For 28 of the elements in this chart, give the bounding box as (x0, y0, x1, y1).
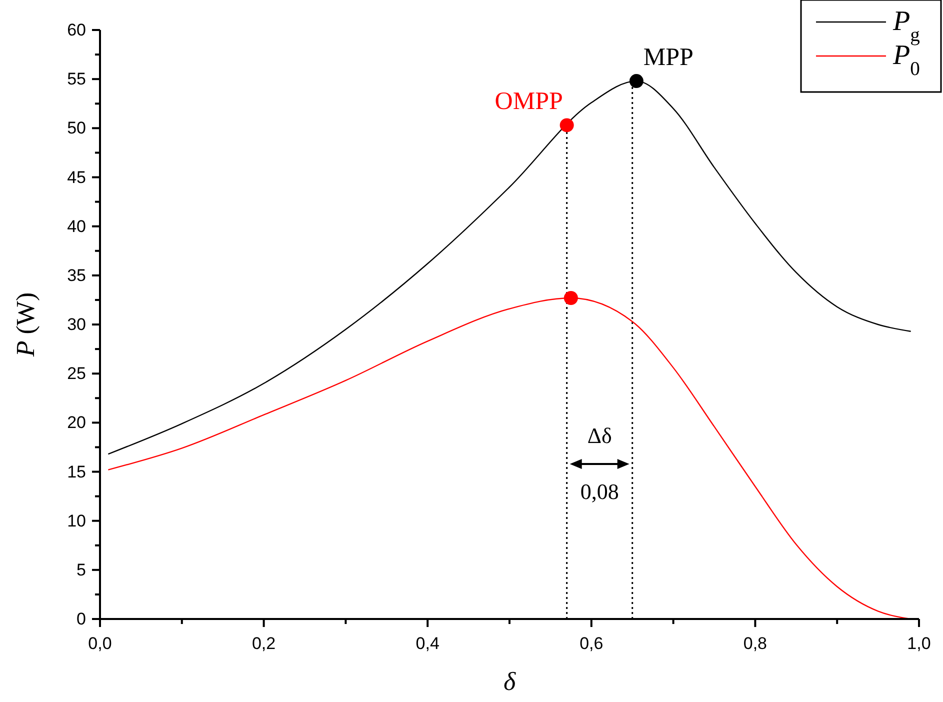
annotation: 0,08 (580, 479, 619, 504)
point (629, 74, 644, 88)
y-axis-title: P (W) (11, 292, 40, 358)
annotation: Δδ (587, 423, 612, 448)
y-tick-label: 40 (67, 216, 86, 236)
series-label: MPP (643, 44, 694, 72)
point (564, 290, 578, 305)
x-tick-label: 0,4 (416, 634, 440, 653)
point (560, 118, 574, 132)
y-tick-label: 5 (76, 560, 86, 580)
y-tick-label: 55 (67, 70, 86, 89)
x-axis-title: δ (503, 667, 516, 696)
y-tick-label: 10 (67, 511, 86, 530)
y-tick-label: 45 (67, 168, 86, 187)
x-tick-label: 0,6 (580, 634, 604, 653)
y-tick-label: 20 (67, 413, 86, 432)
y-tick-label: 30 (67, 315, 86, 334)
y-tick-label: 60 (67, 20, 86, 40)
y-tick-label: 15 (67, 462, 86, 482)
x-tick-label: 0,8 (743, 634, 768, 653)
x-tick-label: 0,2 (252, 634, 276, 653)
y-tick-label: 0 (76, 610, 86, 628)
y-tick-label: 50 (67, 118, 86, 138)
y-tick-label: 25 (67, 364, 86, 384)
series-label: OMPP (494, 88, 563, 116)
x-tick-label: 1,0 (907, 634, 931, 653)
x-tick-label: 0,0 (88, 634, 112, 653)
y-tick-label: 35 (67, 266, 86, 285)
